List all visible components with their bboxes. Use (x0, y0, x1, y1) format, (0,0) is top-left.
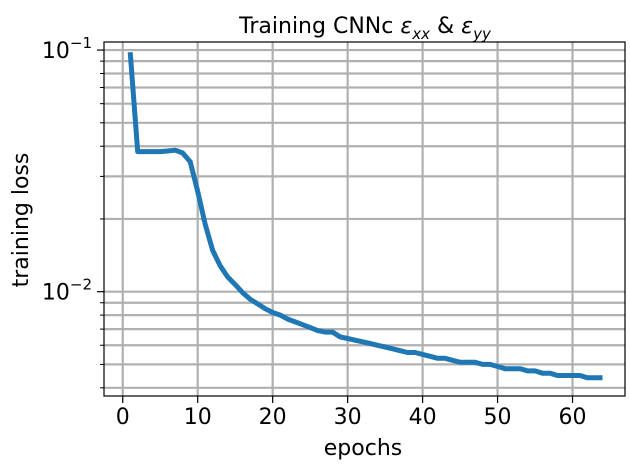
y-tick-label-exponent: −1 (70, 34, 92, 52)
grid (104, 42, 625, 396)
series-layer (127, 52, 603, 381)
y-tick-label: 10−1 (42, 34, 92, 64)
title-ampersand: & (430, 14, 461, 39)
title-epsilon-2: ε (461, 14, 473, 39)
x-tick-label: 30 (334, 405, 362, 430)
y-tick-label-base: 10 (42, 39, 70, 64)
title-prefix: Training CNNc (238, 14, 400, 39)
y-axis-label: training loss (9, 153, 34, 288)
x-tick-label: 20 (259, 405, 287, 430)
x-tick-label: 40 (409, 405, 437, 430)
x-tick-label: 50 (484, 405, 512, 430)
x-tick-label: 0 (116, 405, 130, 430)
x-tick-label: 10 (184, 405, 212, 430)
title-subscript-1: xx (411, 25, 430, 43)
y-tick-label-base: 10 (42, 281, 70, 306)
y-tick-label-exponent: −2 (70, 276, 92, 294)
x-tick-label: 60 (559, 405, 587, 430)
loss-series-line (127, 52, 603, 381)
title-subscript-2: yy (472, 25, 492, 43)
x-axis-label: epochs (324, 436, 402, 461)
chart-title: Training CNNc εxx & εyy (238, 14, 492, 43)
y-tick-label: 10−2 (42, 276, 92, 306)
title-epsilon-1: ε (400, 14, 412, 39)
